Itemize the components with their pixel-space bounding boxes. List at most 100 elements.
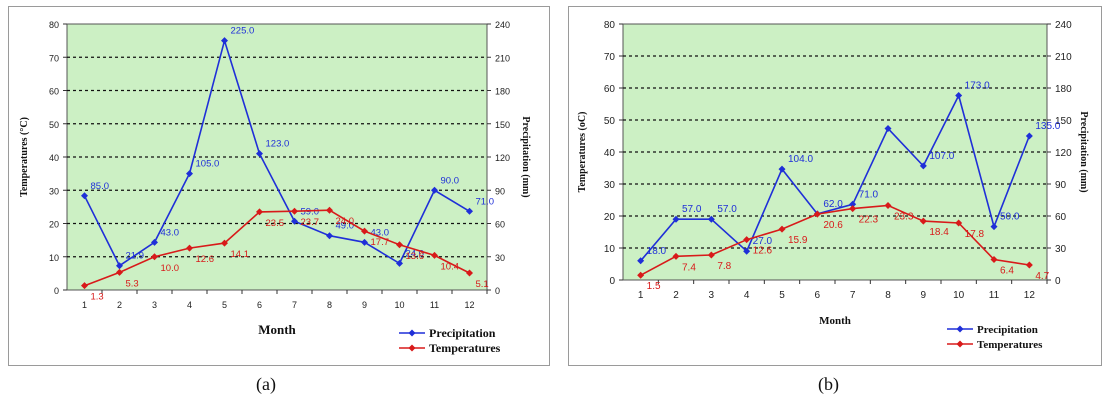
temperatures-point xyxy=(116,268,123,276)
temperatures-point xyxy=(672,252,680,260)
precipitation-point xyxy=(221,37,228,45)
temperatures-line xyxy=(640,204,1030,276)
x-tick-label: 3 xyxy=(709,290,715,301)
precipitation-data-label: 123.0 xyxy=(266,139,290,150)
precipitation-data-label: 50.0 xyxy=(1000,212,1020,223)
caption-a: (a) xyxy=(256,374,276,394)
temperatures-point xyxy=(256,208,263,216)
precipitation-data-label: 24.0 xyxy=(406,248,425,259)
precipitation-point xyxy=(396,259,403,267)
precipitation-point xyxy=(361,238,368,246)
precipitation-point xyxy=(326,232,333,240)
precipitation-data-label: 105.0 xyxy=(196,159,220,170)
precipitation-point xyxy=(186,170,193,178)
precipitation-point xyxy=(637,257,645,265)
temperatures-data-label: 10.0 xyxy=(161,263,180,274)
y-tick-label: 50 xyxy=(49,120,59,130)
x-tick-label: 7 xyxy=(850,290,856,301)
y2-tick-label: 120 xyxy=(1055,148,1072,159)
y-tick-label: 40 xyxy=(49,153,59,163)
y2-tick-label: 0 xyxy=(495,286,500,296)
temperatures-point xyxy=(1025,261,1033,269)
legend-temperatures-label: Temperatures xyxy=(429,341,501,355)
temperatures-point xyxy=(778,225,786,233)
y-tick-label: 0 xyxy=(54,286,59,296)
y-tick-label: 30 xyxy=(604,180,616,191)
temperatures-point xyxy=(396,241,403,249)
temperatures-data-label: 15.9 xyxy=(788,235,808,246)
y2-tick-label: 0 xyxy=(1055,276,1061,287)
temperatures-data-label: 7.4 xyxy=(682,262,696,273)
precipitation-data-label: 27.0 xyxy=(753,236,773,247)
precipitation-data-label: 85.0 xyxy=(91,181,110,192)
y2-tick-label: 210 xyxy=(1055,52,1072,63)
x-tick-label: 9 xyxy=(362,300,367,310)
y-tick-label: 70 xyxy=(49,53,59,63)
x-tick-label: 10 xyxy=(953,290,965,301)
temperatures-data-label: 12.6 xyxy=(196,254,215,265)
chart-panel-a: 0 10 20 30 40 50 60 70 80 0 30 60 90 120 150 180 210 240 1… xyxy=(8,6,550,366)
temperatures-point xyxy=(813,210,821,218)
temperatures-point xyxy=(743,236,751,244)
precipitation-data-label: 173.0 xyxy=(965,80,990,91)
temperatures-point xyxy=(849,205,857,213)
temperatures-point xyxy=(990,256,998,264)
temperatures-data-label: 7.8 xyxy=(717,261,731,272)
precipitation-point xyxy=(884,125,892,133)
temperatures-point xyxy=(637,271,645,279)
precipitation-point xyxy=(990,223,998,231)
precipitation-data-label: 71.0 xyxy=(859,189,879,200)
temperatures-point xyxy=(466,269,473,277)
y2-tick-label: 90 xyxy=(495,186,505,196)
legend-precipitation-label: Precipitation xyxy=(977,324,1038,336)
y2-tick-label: 150 xyxy=(1055,116,1072,127)
temperatures-data-label: 5.1 xyxy=(476,279,489,290)
temperatures-data-label: 23.3 xyxy=(894,211,914,222)
x-tick-label: 9 xyxy=(921,290,927,301)
temperatures-data-label: 23.5 xyxy=(266,218,285,229)
temperatures-data-label: 17.7 xyxy=(371,237,390,248)
precipitation-line xyxy=(640,93,1031,262)
precipitation-data-label: 49.0 xyxy=(336,221,355,232)
chart-a: 0102030405060708003060901201501802102401… xyxy=(19,20,531,355)
legend-temperatures-label: Temperatures xyxy=(977,339,1043,351)
precipitation-data-label: 71.0 xyxy=(476,196,495,207)
y2-tick-label: 60 xyxy=(1055,212,1067,223)
y2-tick-label: 30 xyxy=(495,253,505,263)
temperatures-point xyxy=(291,207,298,215)
precipitation-point xyxy=(151,238,158,246)
precipitation-data-label: 107.0 xyxy=(929,151,954,162)
precipitation-point xyxy=(291,217,298,225)
x-axis-title: Month xyxy=(819,315,851,327)
temperatures-point xyxy=(81,282,88,290)
precipitation-data-label: 104.0 xyxy=(788,154,813,165)
precipitation-point xyxy=(955,91,963,99)
y2-tick-label: 90 xyxy=(1055,180,1067,191)
y-tick-label: 60 xyxy=(604,84,616,95)
x-tick-label: 4 xyxy=(187,300,192,310)
temperatures-data-label: 1.3 xyxy=(91,292,104,303)
precipitation-data-label: 57.0 xyxy=(682,204,702,215)
precipitation-point xyxy=(1025,132,1033,140)
x-tick-label: 5 xyxy=(222,300,227,310)
x-tick-label: 1 xyxy=(82,300,87,310)
y-tick-label: 30 xyxy=(49,186,59,196)
chart-panel-b: 0 10 20 30 40 50 60 70 80 0 30 60 90 120 150 180 210 240 1… xyxy=(568,6,1102,366)
precipitation-point xyxy=(849,200,857,208)
temperatures-data-label: 17.8 xyxy=(965,229,985,240)
precipitation-data-label: 135.0 xyxy=(1035,121,1060,132)
x-tick-label: 6 xyxy=(815,290,821,301)
y2-tick-label: 60 xyxy=(495,220,505,230)
temperatures-data-label: 4.7 xyxy=(1035,271,1049,282)
y-tick-label: 10 xyxy=(604,244,616,255)
temperatures-point xyxy=(186,244,193,252)
chart-b: 0102030405060708003060901201501802102401… xyxy=(577,20,1089,351)
legend-precipitation-marker xyxy=(408,329,416,337)
precipitation-data-label: 21.9 xyxy=(126,251,145,262)
temperatures-data-label: 23.7 xyxy=(301,217,320,228)
legend-temperatures-marker xyxy=(956,340,964,348)
y-tick-label: 60 xyxy=(49,87,59,97)
x-tick-label: 12 xyxy=(464,300,474,310)
y-tick-label: 20 xyxy=(604,212,616,223)
x-tick-label: 8 xyxy=(327,300,332,310)
